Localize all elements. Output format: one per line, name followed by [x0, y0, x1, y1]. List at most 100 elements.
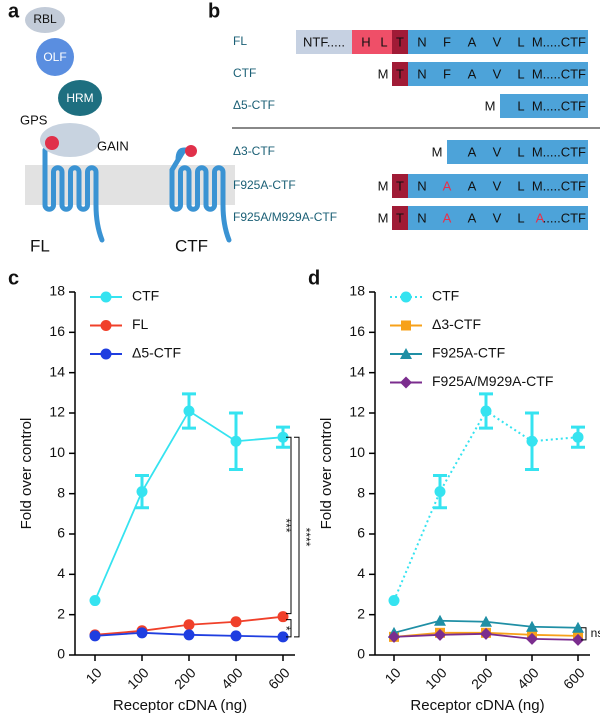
residue: M	[378, 210, 389, 225]
residue: A	[468, 34, 477, 49]
x-tick-label: 200	[171, 664, 199, 692]
legend-label: Δ5-CTF	[132, 345, 181, 361]
y-axis-title: Fold over control	[18, 418, 35, 530]
panel-label: c	[8, 267, 19, 289]
y-axis-title: Fold over control	[318, 418, 335, 530]
residue-box	[408, 206, 588, 230]
y-tick-label: 14	[49, 363, 65, 379]
residue: V	[493, 66, 502, 81]
significance-bracket	[294, 436, 300, 638]
x-axis-title: Receptor cDNA (ng)	[410, 697, 544, 714]
legend-marker	[400, 291, 412, 303]
point	[480, 615, 492, 627]
residue: L	[517, 66, 524, 81]
point	[572, 633, 584, 646]
x-tick-label: 600	[560, 664, 588, 692]
point	[230, 435, 242, 447]
residue: V	[493, 144, 502, 159]
point	[89, 630, 101, 642]
label: RBL	[33, 12, 57, 26]
residue-box	[296, 30, 352, 54]
residue-box	[500, 94, 588, 118]
label: CTF	[175, 236, 208, 255]
series-line	[94, 409, 284, 601]
y-tick-label: 18	[349, 283, 365, 299]
row-label: F925A-CTF	[233, 178, 296, 192]
row-label: CTF	[233, 66, 256, 80]
x-tick-label: 400	[218, 664, 246, 692]
residue: V	[493, 178, 502, 193]
point	[388, 630, 400, 643]
residue: M	[432, 144, 443, 159]
residue: M.....CTF	[532, 98, 586, 113]
label: FL	[30, 236, 50, 255]
label: HRM	[66, 91, 93, 105]
residue: M	[378, 178, 389, 193]
point	[183, 629, 195, 641]
significance-label: ***	[279, 518, 293, 532]
y-tick-label: 16	[49, 323, 65, 339]
y-tick-label: 6	[357, 525, 365, 541]
receptor-ctf	[169, 147, 232, 243]
y-tick-label: 10	[349, 444, 365, 460]
residue-box	[408, 174, 588, 198]
residue: V	[493, 34, 502, 49]
legend-marker	[401, 320, 411, 331]
x-tick-label: 100	[124, 664, 152, 692]
point	[388, 595, 400, 607]
panel-label: b	[208, 0, 220, 22]
y-tick-label: 2	[357, 605, 365, 621]
y-tick-label: 8	[357, 484, 365, 500]
residue: M.....CTF	[532, 144, 586, 159]
panel-label: a	[8, 0, 20, 22]
significance-bracket	[581, 627, 587, 641]
residue-box	[408, 30, 588, 54]
x-tick-label: 10	[381, 664, 403, 686]
residue-box	[392, 62, 408, 86]
point	[136, 486, 148, 498]
residue: A	[443, 178, 452, 193]
residue: L	[517, 98, 524, 113]
residue: N	[417, 66, 426, 81]
residue-box	[392, 206, 408, 230]
significance-label: *	[279, 626, 293, 631]
rbl-domain	[25, 7, 65, 33]
row-label: Δ3-CTF	[233, 144, 275, 158]
row-label: FL	[233, 34, 247, 48]
point	[526, 632, 538, 645]
y-tick-label: 14	[349, 363, 365, 379]
receptor-fl	[42, 147, 105, 243]
y-tick-label: 12	[349, 404, 365, 420]
legend-label: F925A-CTF	[432, 345, 505, 361]
y-tick-label: 2	[57, 605, 65, 621]
residue: L	[517, 34, 524, 49]
residue: A	[468, 210, 477, 225]
point	[526, 620, 538, 632]
residue: A	[468, 66, 477, 81]
y-tick-label: 0	[357, 646, 365, 662]
residue: T	[396, 66, 404, 81]
residue: V	[493, 210, 502, 225]
residue: L	[517, 178, 524, 193]
row-label: F925A/M929A-CTF	[233, 210, 337, 224]
residue-box	[447, 140, 588, 164]
legend-marker	[400, 348, 412, 359]
point	[480, 627, 492, 640]
label: GPS	[20, 112, 48, 127]
hrm-domain	[58, 80, 102, 116]
residue: H	[361, 34, 370, 49]
y-tick-label: 10	[49, 444, 65, 460]
residue-box	[392, 30, 408, 54]
residue: A	[443, 210, 452, 225]
residue: L	[517, 210, 524, 225]
y-tick-label: 4	[357, 565, 365, 581]
point	[526, 435, 538, 447]
y-tick-label: 16	[349, 323, 365, 339]
residue: .....CTF	[543, 210, 586, 225]
y-tick-label: 8	[57, 484, 65, 500]
ctf-stachel	[185, 145, 197, 157]
point	[277, 431, 289, 443]
residue: T	[396, 210, 404, 225]
